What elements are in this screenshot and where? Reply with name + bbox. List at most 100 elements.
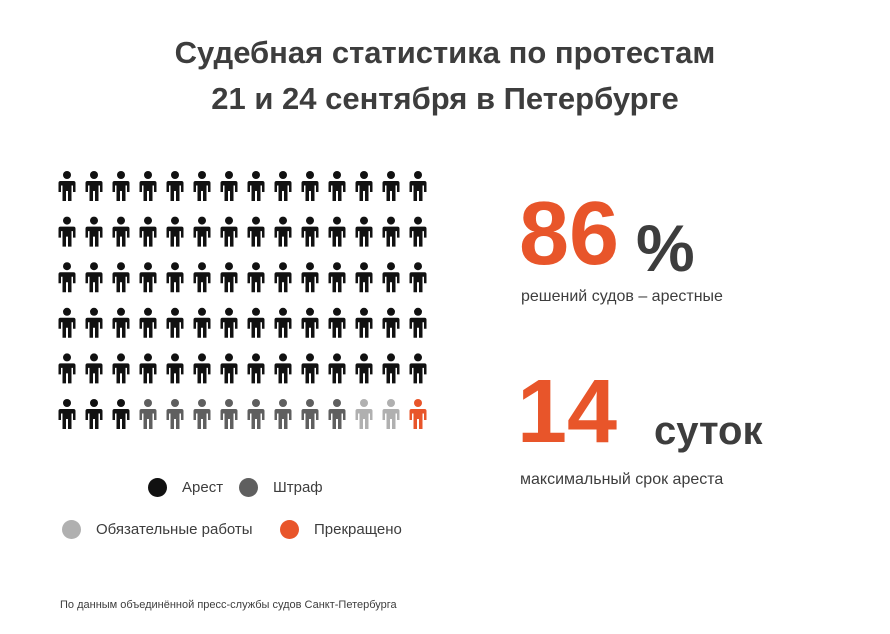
person-icon-arrest: [355, 171, 373, 201]
legend-item-community-work: Обязательные работы: [62, 520, 253, 539]
person-icon-community-work: [355, 399, 373, 429]
person-icon-arrest: [301, 262, 319, 293]
person-icon-arrest: [328, 216, 346, 247]
person-icon-arrest: [85, 399, 103, 429]
person-icon-arrest: [220, 307, 238, 338]
person-icon-arrest: [166, 171, 184, 201]
person-icon-arrest: [112, 307, 130, 338]
person-icon-arrest: [85, 171, 103, 201]
person-icon-arrest: [58, 399, 76, 429]
source-note: По данным объединённой пресс-службы судо…: [60, 599, 397, 611]
person-icon-arrest: [382, 353, 400, 384]
person-icon-arrest: [112, 353, 130, 384]
person-icon-arrest: [409, 353, 427, 384]
person-icon-arrest: [112, 399, 130, 429]
person-icon-arrest: [139, 307, 157, 338]
stat-percent-value: 86: [519, 184, 620, 284]
person-icon-arrest: [139, 353, 157, 384]
person-icon-arrest: [409, 216, 427, 247]
person-icon-arrest: [247, 262, 265, 293]
person-icon-arrest: [85, 307, 103, 338]
stat-percent-caption: решений судов – арестные: [521, 288, 723, 305]
person-icon-arrest: [382, 307, 400, 338]
person-icon-dismissed: [409, 399, 427, 429]
person-icon-arrest: [220, 353, 238, 384]
person-icon-arrest: [274, 353, 292, 384]
legend-label-dismissed: Прекращено: [314, 521, 402, 538]
person-icon-arrest: [274, 307, 292, 338]
person-icon-arrest: [301, 171, 319, 201]
person-icon-arrest: [409, 262, 427, 293]
legend-dot-arrest: [148, 478, 167, 497]
person-icon-arrest: [274, 171, 292, 201]
person-icon-arrest: [301, 353, 319, 384]
stat-percent-unit: %: [636, 211, 695, 285]
person-icon-arrest: [166, 216, 184, 247]
person-icon-arrest: [355, 307, 373, 338]
person-icon-arrest: [328, 171, 346, 201]
person-icon-arrest: [58, 171, 76, 201]
person-icon-fine: [274, 399, 292, 429]
person-icon-arrest: [409, 307, 427, 338]
person-icon-arrest: [382, 216, 400, 247]
person-icon-arrest: [301, 216, 319, 247]
person-icon-arrest: [382, 171, 400, 201]
person-icon-arrest: [247, 353, 265, 384]
person-icon-arrest: [247, 307, 265, 338]
person-icon-arrest: [85, 216, 103, 247]
person-icon-arrest: [139, 262, 157, 293]
legend-dot-community-work: [62, 520, 81, 539]
legend-label-arrest: Арест: [182, 479, 224, 496]
person-icon-arrest: [58, 353, 76, 384]
person-icon-arrest: [139, 171, 157, 201]
person-icon-arrest: [193, 171, 211, 201]
person-icon-arrest: [58, 262, 76, 293]
legend-label-fine: Штраф: [273, 479, 323, 496]
person-icon-arrest: [355, 216, 373, 247]
legend-item-dismissed: Прекращено: [280, 520, 402, 539]
person-icon-arrest: [247, 171, 265, 201]
person-icon-arrest: [193, 353, 211, 384]
stat-days-value: 14: [517, 362, 618, 462]
person-icon-arrest: [139, 216, 157, 247]
person-icon-fine: [193, 399, 211, 429]
legend-dot-dismissed: [280, 520, 299, 539]
person-icon-arrest: [355, 262, 373, 293]
person-icon-arrest: [220, 216, 238, 247]
person-icon-fine: [139, 399, 157, 429]
legend-item-arrest: Арест: [148, 478, 223, 497]
person-icon-arrest: [274, 262, 292, 293]
person-icon-arrest: [274, 216, 292, 247]
person-icon-arrest: [220, 262, 238, 293]
person-icon-fine: [247, 399, 265, 429]
stat-days-unit: суток: [654, 409, 763, 453]
person-icon-arrest: [58, 216, 76, 247]
person-icon-arrest: [355, 353, 373, 384]
chart-title: Судебная статистика по протестам 21 и 24…: [0, 30, 890, 122]
legend-item-fine: Штраф: [239, 478, 323, 497]
person-icon-fine: [328, 399, 346, 429]
person-icon-arrest: [166, 353, 184, 384]
person-icon-community-work: [382, 399, 400, 429]
title-line-1: Судебная статистика по протестам: [174, 35, 716, 70]
person-icon-arrest: [220, 171, 238, 201]
title-line-2: 21 и 24 сентября в Петербурге: [211, 81, 679, 116]
person-icon-arrest: [85, 353, 103, 384]
person-icon-arrest: [328, 307, 346, 338]
person-icon-arrest: [247, 216, 265, 247]
legend-label-community-work: Обязательные работы: [96, 521, 253, 538]
person-icon-arrest: [112, 262, 130, 293]
person-icon-arrest: [193, 307, 211, 338]
person-icon-arrest: [112, 216, 130, 247]
person-icon-arrest: [58, 307, 76, 338]
person-icon-arrest: [328, 353, 346, 384]
person-icon-arrest: [193, 262, 211, 293]
person-icon-arrest: [112, 171, 130, 201]
person-icon-arrest: [166, 307, 184, 338]
person-icon-arrest: [382, 262, 400, 293]
person-icon-arrest: [409, 171, 427, 201]
person-icon-fine: [220, 399, 238, 429]
stat-days-caption: максимальный срок ареста: [520, 471, 724, 488]
person-icon-arrest: [193, 216, 211, 247]
